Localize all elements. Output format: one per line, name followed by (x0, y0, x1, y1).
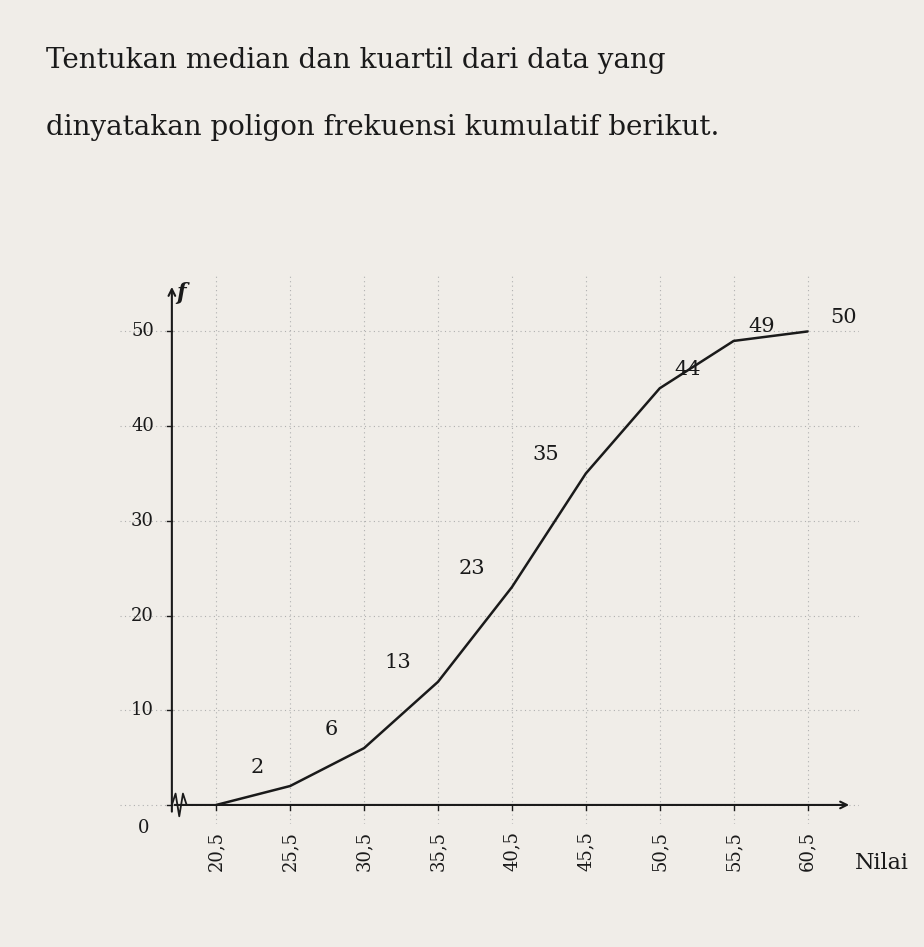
Text: dinyatakan poligon frekuensi kumulatif berikut.: dinyatakan poligon frekuensi kumulatif b… (46, 114, 720, 141)
Text: 50: 50 (131, 322, 154, 341)
Text: 0: 0 (139, 819, 150, 837)
Text: 30: 30 (131, 511, 154, 530)
Text: 35: 35 (532, 445, 559, 464)
Text: 20: 20 (131, 606, 154, 625)
Text: 23: 23 (458, 559, 485, 578)
Text: Tentukan median dan kuartil dari data yang: Tentukan median dan kuartil dari data ya… (46, 47, 666, 75)
Text: 44: 44 (675, 360, 701, 379)
Text: 13: 13 (384, 653, 411, 672)
Text: f: f (176, 282, 186, 304)
Text: 49: 49 (748, 317, 775, 336)
Text: 2: 2 (250, 758, 263, 777)
Text: 10: 10 (131, 701, 154, 720)
Text: 40: 40 (131, 417, 154, 436)
Text: Nilai: Nilai (855, 852, 909, 874)
Text: 6: 6 (324, 720, 337, 739)
Text: 50: 50 (830, 308, 857, 327)
